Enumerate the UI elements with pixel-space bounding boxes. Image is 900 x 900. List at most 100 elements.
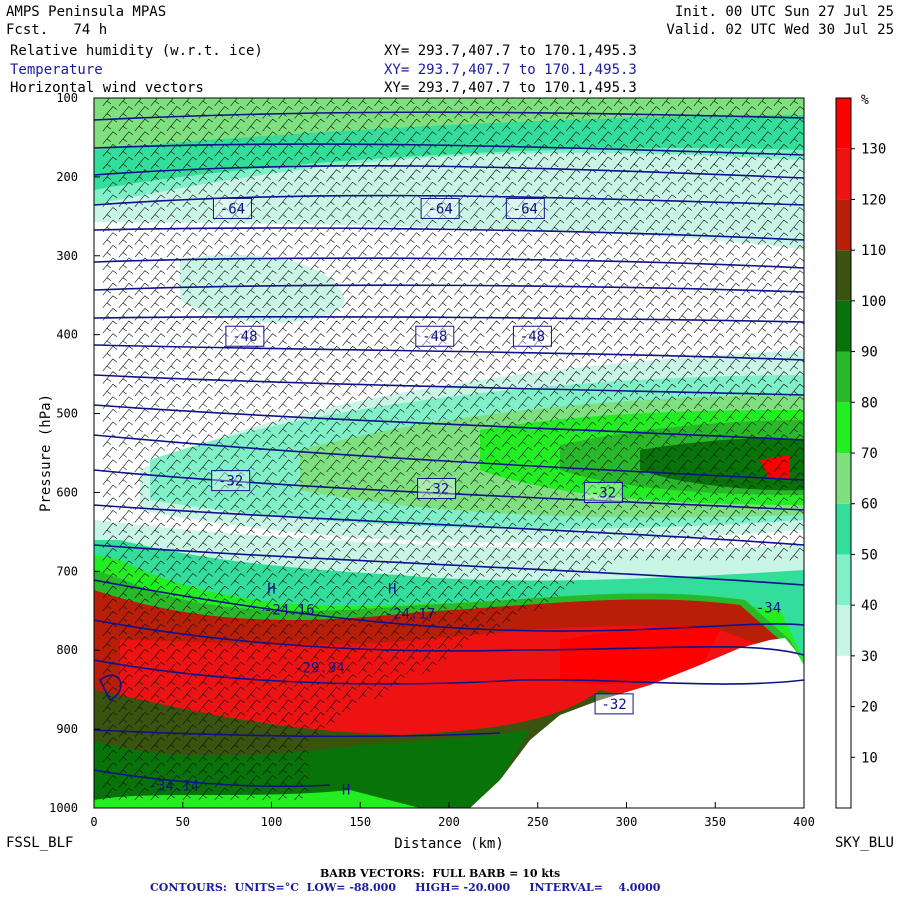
contour-label-7: -32 — [424, 482, 449, 498]
colorbar-label-3: 40 — [861, 598, 878, 614]
extremum-label-6: -34.14 — [149, 779, 200, 795]
field-wind-name: Horizontal wind vectors — [10, 80, 204, 96]
colorbar-bin-13 — [836, 98, 851, 149]
contour-label-6: -32 — [218, 474, 243, 490]
contour-label-box-0 — [212, 197, 252, 219]
isotherm-16 — [94, 619, 804, 656]
colorbar-bin-2 — [836, 655, 851, 707]
colorbar-label-8: 90 — [861, 345, 878, 361]
field-rh-name: Relative humidity (w.r.t. ice) — [10, 43, 263, 59]
extremum-label-2: H — [388, 581, 396, 597]
isotherm-18 — [94, 729, 501, 738]
contour-label-box-9 — [594, 693, 634, 715]
x-tick-label-1: 50 — [176, 815, 190, 829]
colorbar: 10 20 30 40 50 60 70 80 90 100 110 120 130 — [835, 97, 886, 809]
right-endpoint: SKY_BLU — [835, 835, 894, 851]
extremum-label-7: H — [342, 783, 350, 799]
contour-label-8: -32 — [591, 485, 616, 501]
isotherm-0 — [94, 111, 804, 121]
isotherm-5 — [94, 257, 804, 269]
x-tick-label-3: 150 — [349, 815, 371, 829]
contour-label-box-6 — [211, 470, 251, 492]
colorbar-label-4: 50 — [861, 547, 878, 563]
model-title: AMPS Peninsula MPAS — [6, 4, 167, 20]
isotherm-10 — [94, 404, 804, 441]
x-tick-label-4: 200 — [438, 815, 460, 829]
contour-label-4: -48 — [422, 329, 447, 345]
isotherm-14 — [94, 544, 804, 586]
extremum-label-0: H — [267, 581, 275, 597]
x-tick-label-2: 100 — [261, 815, 283, 829]
x-tick-label-0: 0 — [90, 815, 97, 829]
field-temp-xy: XY= 293.7,407.7 to 170.1,495.3 — [384, 62, 637, 78]
contour-label-box-8 — [583, 481, 623, 503]
extremum-label-1: -24.16 — [264, 603, 315, 619]
x-tick-label-8: 400 — [793, 815, 815, 829]
rh-band-20 — [560, 625, 720, 685]
colorbar-bin-5 — [836, 503, 851, 555]
colorbar-bin-6 — [836, 453, 851, 504]
y-tick-label-3: 400 — [56, 328, 78, 342]
colorbar-label-0: 10 — [861, 750, 878, 766]
colorbar-bin-7 — [836, 402, 851, 453]
contour-label-5: -48 — [520, 329, 545, 345]
colorbar-unit: % — [861, 93, 869, 108]
colorbar-label-12: 130 — [861, 142, 886, 158]
contour-label-box-5 — [512, 325, 552, 347]
x-tick-label-5: 250 — [527, 815, 549, 829]
colorbar-label-5: 60 — [861, 497, 878, 513]
x-tick-label-6: 300 — [616, 815, 638, 829]
y-tick-label-0: 100 — [56, 91, 78, 105]
isotherm-6 — [94, 284, 804, 293]
isotherm-7 — [94, 315, 804, 323]
forecast-hour: Fcst. 74 h — [6, 22, 108, 38]
field-wind-xy: XY= 293.7,407.7 to 170.1,495.3 — [384, 80, 637, 96]
contour-label-3: -48 — [232, 329, 257, 345]
isotherm-4 — [94, 227, 804, 241]
colorbar-label-2: 30 — [861, 649, 878, 665]
axes: 100 200 300 400 500 600 700 800 900 1000 0 50 100 150… — [49, 91, 815, 829]
y-axis-label: Pressure (hPa) — [38, 394, 54, 512]
extremum-label-3: -24.17 — [385, 607, 436, 623]
colorbar-label-6: 70 — [861, 446, 878, 462]
contour-label-9: -32 — [601, 697, 626, 713]
isotherm-19 — [98, 674, 122, 702]
terrain — [470, 638, 804, 808]
rh-shading — [94, 98, 804, 808]
colorbar-bin-0 — [836, 757, 851, 808]
contour-label-box-3 — [225, 325, 265, 347]
y-tick-label-4: 500 — [56, 407, 78, 421]
extremum-label-5: -34 — [756, 600, 781, 616]
isotherm-2 — [94, 164, 804, 179]
field-rh-xy: XY= 293.7,407.7 to 170.1,495.3 — [384, 43, 637, 59]
contour-label-0: -64 — [220, 201, 245, 217]
colorbar-label-11: 120 — [861, 192, 886, 208]
barb-caption: BARB VECTORS: FULL BARB = 10 kts — [320, 867, 561, 880]
y-tick-label-6: 700 — [56, 564, 78, 578]
isotherm-15 — [94, 579, 804, 632]
contour-caption: CONTOURS: UNITS=°C LOW= -88.000 HIGH= -2… — [150, 881, 661, 894]
y-tick-label-2: 300 — [56, 249, 78, 263]
colorbar-bin-10 — [836, 250, 851, 301]
isotherm-20 — [94, 769, 331, 788]
init-time: Init. 00 UTC Sun 27 Jul 25 — [674, 4, 894, 20]
isotherm-3 — [94, 194, 804, 206]
contour-label-box-4 — [415, 325, 455, 347]
colorbar-bin-1 — [836, 706, 851, 758]
contour-label-2: -64 — [513, 201, 538, 217]
y-tick-label-7: 800 — [56, 643, 78, 657]
rh-band-19 — [94, 790, 420, 808]
rh-band-3 — [94, 98, 804, 150]
y-tick-label-8: 900 — [56, 722, 78, 736]
rh-band-4 — [180, 254, 345, 323]
y-tick-label-5: 600 — [56, 485, 78, 499]
isotherm-8 — [94, 344, 804, 361]
extremum-label-4: -29.94 — [294, 660, 345, 676]
contour-label-box-7 — [417, 478, 457, 499]
colorbar-bin-9 — [836, 300, 851, 352]
temperature-contours — [94, 111, 804, 788]
colorbar-bin-3 — [836, 605, 851, 656]
rh-band-18 — [94, 730, 530, 808]
valid-time: Valid. 02 UTC Wed 30 Jul 25 — [666, 22, 894, 38]
isotherm-13 — [94, 504, 804, 546]
